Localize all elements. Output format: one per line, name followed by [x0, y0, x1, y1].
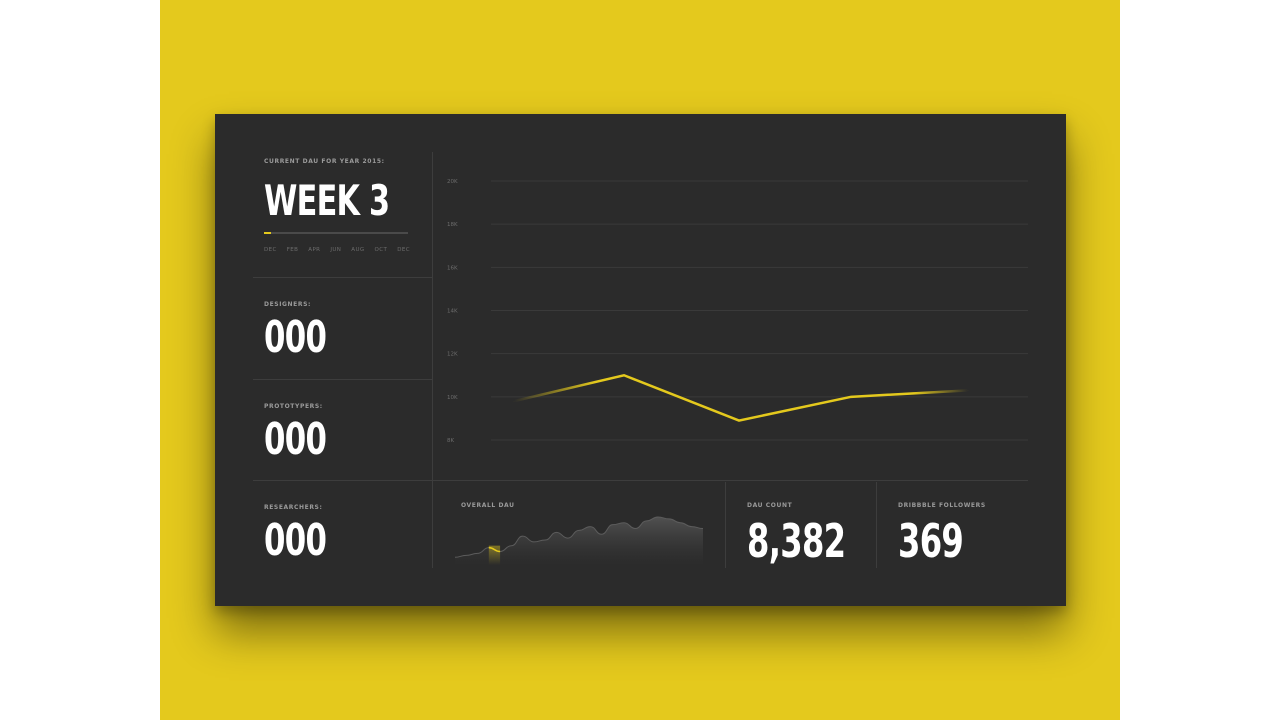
divider	[725, 482, 726, 568]
y-tick-label: 10K	[447, 395, 458, 401]
divider	[253, 277, 433, 278]
current-week-highlight	[488, 545, 501, 565]
month-label: DEC	[264, 247, 277, 253]
overall-dau-label: OVERALL DAU	[461, 502, 515, 509]
divider	[253, 379, 433, 380]
month-label: OCT	[374, 247, 388, 253]
y-tick-label: 20K	[447, 179, 458, 185]
month-label: APR	[308, 247, 321, 253]
prototypers-value: 000	[264, 414, 327, 465]
week-title: WEEK 3	[264, 176, 390, 225]
dau-count-label: DAU COUNT	[747, 502, 793, 509]
current-week-line	[488, 546, 501, 553]
dau-count-value: 8,382	[747, 514, 846, 568]
y-tick-label: 16K	[447, 265, 458, 271]
designers-label: DESIGNERS:	[264, 301, 312, 308]
dau-line-chart: 20K 18K 16K 14K 12K 10K 8K	[447, 179, 1028, 444]
designers-value: 000	[264, 312, 327, 363]
y-tick-label: 14K	[447, 309, 458, 315]
researchers-label: RESEARCHERS:	[264, 504, 323, 511]
researchers-value: 000	[264, 515, 327, 566]
dau-series-line	[513, 373, 969, 422]
month-label: AUG	[351, 247, 365, 253]
month-axis: DEC FEB APR JUN AUG OCT DEC	[264, 247, 410, 253]
dashboard-card: CURRENT DAU FOR YEAR 2015: WEEK 3 DEC FE…	[215, 114, 1066, 606]
year-progress-fill	[264, 232, 272, 234]
overall-dau-area-chart	[454, 516, 704, 565]
divider	[876, 482, 877, 568]
y-tick-label: 18K	[447, 222, 458, 228]
divider	[432, 152, 433, 568]
y-tick-label: 8K	[447, 438, 454, 444]
month-label: FEB	[286, 247, 299, 253]
month-label: JUN	[330, 247, 342, 253]
year-progress-bar	[264, 232, 408, 234]
divider	[253, 480, 1028, 481]
dribbble-followers-label: DRIBBBLE FOLLOWERS	[898, 502, 986, 509]
overall-dau-area	[455, 517, 703, 565]
week-caption: CURRENT DAU FOR YEAR 2015:	[264, 158, 385, 165]
y-tick-label: 12K	[447, 352, 458, 358]
dribbble-followers-value: 369	[898, 514, 964, 568]
month-label: DEC	[397, 247, 410, 253]
prototypers-label: PROTOTYPERS:	[264, 403, 323, 410]
